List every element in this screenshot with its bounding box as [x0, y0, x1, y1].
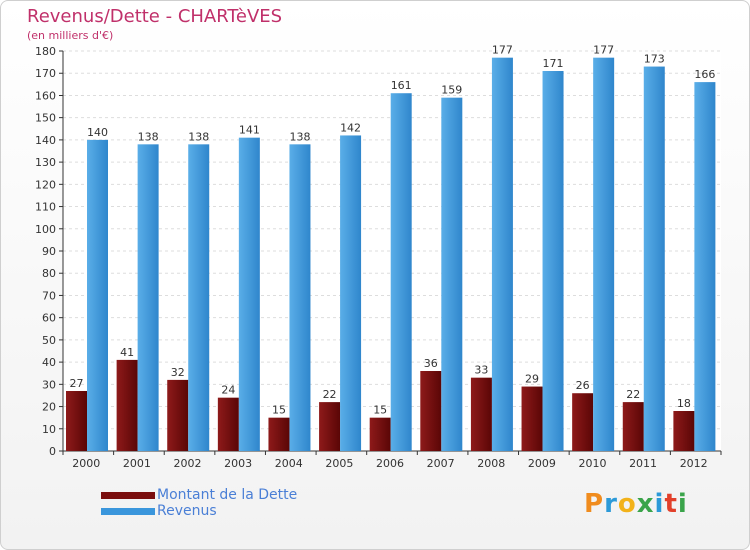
data-label-dette: 18	[677, 397, 691, 410]
y-tick-label: 170	[35, 67, 56, 80]
data-label-revenus: 142	[340, 121, 361, 134]
data-label-dette: 36	[424, 357, 438, 370]
data-label-dette: 32	[171, 366, 185, 379]
data-label-revenus: 138	[289, 130, 310, 143]
y-tick-label: 10	[42, 423, 56, 436]
y-tick-label: 20	[42, 401, 56, 414]
y-tick-label: 70	[42, 289, 56, 302]
bar-dette	[521, 386, 543, 451]
bar-revenus	[542, 71, 564, 451]
y-tick-label: 120	[35, 178, 56, 191]
bar-dette	[673, 411, 695, 451]
bar-revenus	[491, 57, 513, 452]
bar-revenus	[390, 93, 412, 451]
data-label-dette: 15	[373, 404, 387, 417]
data-label-revenus: 171	[543, 57, 564, 70]
data-label-dette: 26	[576, 379, 590, 392]
y-tick-label: 50	[42, 334, 56, 347]
legend-label-revenus: Revenus	[157, 503, 217, 519]
data-label-dette: 33	[474, 364, 488, 377]
y-tick-label: 80	[42, 267, 56, 280]
x-tick-label: 2006	[376, 457, 404, 470]
bar-revenus	[643, 66, 665, 452]
y-tick-label: 60	[42, 312, 56, 325]
x-tick-label: 2009	[528, 457, 556, 470]
bar-revenus	[340, 135, 362, 451]
bar-dette	[622, 402, 644, 451]
y-tick-label: 180	[35, 45, 56, 58]
bar-dette	[470, 377, 492, 451]
y-tick-label: 110	[35, 201, 56, 214]
bar-revenus	[593, 57, 615, 452]
data-label-revenus: 138	[188, 130, 209, 143]
x-tick-label: 2004	[275, 457, 303, 470]
legend-swatch-revenus	[101, 507, 155, 515]
data-label-revenus: 140	[87, 126, 108, 139]
x-tick-label: 2012	[680, 457, 708, 470]
bar-dette	[369, 417, 391, 451]
x-tick-label: 2003	[224, 457, 252, 470]
data-label-dette: 22	[626, 388, 640, 401]
bar-dette	[319, 402, 341, 451]
bar-dette	[217, 397, 239, 451]
data-label-revenus: 141	[239, 124, 260, 137]
x-tick-label: 2008	[477, 457, 505, 470]
data-label-dette: 22	[323, 388, 337, 401]
x-tick-label: 2010	[578, 457, 606, 470]
bar-revenus	[87, 139, 108, 451]
bar-dette	[116, 359, 138, 451]
bar-dette	[66, 391, 87, 451]
bar-revenus	[238, 137, 260, 451]
x-tick-label: 2000	[72, 457, 100, 470]
legend-swatch-dette	[101, 491, 155, 499]
legend-label-dette: Montant de la Dette	[157, 487, 298, 503]
x-tick-label: 2005	[325, 457, 353, 470]
bar-revenus	[188, 144, 210, 452]
data-label-revenus: 177	[492, 44, 513, 57]
data-label-revenus: 159	[441, 84, 462, 97]
data-label-dette: 27	[70, 377, 84, 390]
y-tick-label: 0	[49, 445, 56, 458]
y-tick-label: 90	[42, 245, 56, 258]
x-tick-label: 2007	[427, 457, 455, 470]
proxiti-logo: Proxiti	[584, 489, 688, 519]
bar-dette	[268, 417, 290, 451]
data-label-revenus: 138	[138, 130, 159, 143]
y-tick-label: 150	[35, 112, 56, 125]
legend-item-revenus: Revenus	[101, 503, 297, 519]
legend-item-dette: Montant de la Dette	[101, 487, 297, 503]
y-tick-label: 130	[35, 156, 56, 169]
bar-revenus	[137, 144, 159, 452]
data-label-revenus: 173	[644, 53, 665, 66]
data-label-dette: 41	[120, 346, 134, 359]
data-label-revenus: 161	[391, 79, 412, 92]
x-tick-label: 2002	[174, 457, 202, 470]
bar-dette	[167, 379, 189, 451]
y-tick-label: 30	[42, 378, 56, 391]
data-label-revenus: 166	[694, 68, 715, 81]
chart-subtitle: (en milliers d'€)	[27, 29, 114, 42]
y-tick-label: 40	[42, 356, 56, 369]
bar-dette	[572, 393, 594, 451]
y-tick-label: 100	[35, 223, 56, 236]
data-label-revenus: 177	[593, 44, 614, 57]
data-label-dette: 24	[221, 384, 235, 397]
y-tick-label: 140	[35, 134, 56, 147]
y-tick-label: 160	[35, 89, 56, 102]
data-label-dette: 15	[272, 404, 286, 417]
x-tick-label: 2011	[629, 457, 657, 470]
bar-revenus	[289, 144, 311, 452]
chart-title: Revenus/Dette - CHARTèVES	[27, 6, 283, 27]
bar-revenus	[694, 82, 716, 451]
bar-revenus	[441, 97, 463, 452]
data-label-dette: 29	[525, 373, 539, 386]
bar-dette	[420, 371, 442, 451]
x-tick-label: 2001	[123, 457, 151, 470]
legend: Montant de la Dette Revenus	[101, 487, 297, 519]
